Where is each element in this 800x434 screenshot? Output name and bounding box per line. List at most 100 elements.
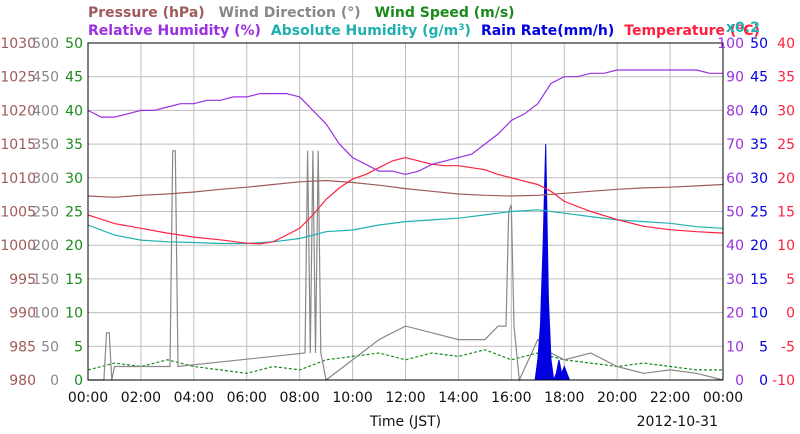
humidity-tick-label: 100 [717,36,744,52]
rain_rate-tick-label: 25 [750,205,768,221]
x-tick-label: 18:00 [544,390,584,406]
rain_rate-tick-label: 10 [750,306,768,322]
wind_direction-tick-label: 500 [32,36,59,52]
wind_speed-tick-label: 45 [65,70,83,86]
x-axis-label: Time (JST) [369,414,441,430]
rain_rate-tick-label: 45 [750,70,768,86]
x-tick-label: 12:00 [385,390,425,406]
temperature-tick-label: 10 [777,238,795,254]
temperature-tick-label: 5 [786,272,795,288]
temperature-tick-label: 0 [786,306,795,322]
x-tick-label: 00:00 [68,390,108,406]
left-axes: 1030102510201015101010051000995990985980… [0,36,83,389]
humidity-tick-label: 40 [726,238,744,254]
pressure-tick-label: 1015 [0,137,36,153]
relative-humidity-line [87,69,723,176]
legend-row-1: Pressure (hPa) Wind Direction (°) Wind Spe… [88,5,515,21]
pressure-tick-label: 1010 [0,171,36,187]
legend-entry: Relative Humidity (%) [88,23,261,39]
x-tick-label: 10:00 [332,390,372,406]
x-tick-label: 22:00 [650,390,690,406]
wind_direction-tick-label: 400 [32,103,59,119]
humidity-tick-label: 10 [726,339,744,355]
x-tick-label: 00:00 [703,390,743,406]
grid [88,43,723,380]
rain_rate-tick-label: 5 [759,339,768,355]
legend-row-2: Relative Humidity (%) Absolute Humidity (… [88,23,760,39]
wind_direction-tick-label: 50 [41,339,59,355]
legend-entry: Wind Speed (m/s) [375,5,515,21]
temperature-tick-label: 35 [777,70,795,86]
wind_direction-tick-label: 200 [32,238,59,254]
pressure-tick-label: 990 [9,306,36,322]
wind_speed-tick-label: 25 [65,205,83,221]
wind_direction-tick-label: 0 [50,373,59,389]
right-axes: 1009080706050403020100504540353025201510… [717,36,795,389]
temperature-tick-label: 15 [777,205,795,221]
humidity-tick-label: 90 [726,70,744,86]
pressure-tick-label: 980 [9,373,36,389]
pressure-tick-label: 1030 [0,36,36,52]
wind_direction-tick-label: 150 [32,272,59,288]
wind_direction-tick-label: 100 [32,306,59,322]
wind_direction-tick-label: 250 [32,205,59,221]
legend-entry: Absolute Humidity (g/m3) [271,23,471,39]
rain-rate-area [534,144,573,381]
temperature-tick-label: 20 [777,171,795,187]
temperature-tick-label: 30 [777,103,795,119]
pressure-tick-label: 1020 [0,103,36,119]
temperature-tick-label: -5 [781,339,795,355]
pressure-hpa-line [87,179,724,198]
wind_speed-tick-label: 5 [74,339,83,355]
wind_speed-tick-label: 10 [65,306,83,322]
pressure-tick-label: 1000 [0,238,36,254]
wind_speed-tick-label: 15 [65,272,83,288]
legend-entry: Pressure (hPa) [88,5,205,21]
wind_speed-tick-label: 20 [65,238,83,254]
temperature-c-line [87,156,724,245]
humidity-tick-label: 0 [735,373,744,389]
x-tick-label: 08:00 [279,390,319,406]
date-label: 2012-10-31 [637,414,718,430]
pressure-tick-label: 1005 [0,205,36,221]
temperature-tick-label: -10 [772,373,795,389]
legend-entry: Temperature (°C) [624,23,760,39]
wind_direction-tick-label: 350 [32,137,59,153]
wind_speed-tick-label: 35 [65,137,83,153]
pressure-tick-label: 995 [9,272,36,288]
rain_rate-tick-label: 40 [750,103,768,119]
abs-humidity-scale-label: x0.2 [726,20,760,36]
wind_speed-tick-label: 0 [74,373,83,389]
legend-entry: Wind Direction (°) [219,5,361,21]
x-tick-label: 20:00 [597,390,637,406]
wind_speed-tick-label: 40 [65,103,83,119]
humidity-tick-label: 80 [726,103,744,119]
wind_speed-tick-label: 30 [65,171,83,187]
humidity-tick-label: 50 [726,205,744,221]
rain_rate-tick-label: 35 [750,137,768,153]
humidity-tick-label: 20 [726,306,744,322]
temperature-tick-label: 25 [777,137,795,153]
pressure-tick-label: 1025 [0,70,36,86]
x-tick-label: 06:00 [227,390,267,406]
pressure-tick-label: 985 [9,339,36,355]
humidity-tick-label: 30 [726,272,744,288]
x-tick-label: 04:00 [174,390,214,406]
wind_direction-tick-label: 300 [32,171,59,187]
x-tick-label: 14:00 [438,390,478,406]
rain_rate-tick-label: 20 [750,238,768,254]
wind_speed-tick-label: 50 [65,36,83,52]
x-tick-label: 16:00 [491,390,531,406]
wind-direction-line [88,150,724,383]
humidity-tick-label: 60 [726,171,744,187]
x-tick-label: 02:00 [121,390,161,406]
x-axis: 00:00 02:00 04:00 06:00 08:00 10:00 12:00 14:00… [68,390,743,406]
plot-frame [87,42,724,381]
humidity-tick-label: 70 [726,137,744,153]
wind_direction-tick-label: 450 [32,70,59,86]
rain_rate-tick-label: 30 [750,171,768,187]
rain_rate-tick-label: 50 [750,36,768,52]
temperature-tick-label: 40 [777,36,795,52]
rain_rate-tick-label: 0 [759,373,768,389]
